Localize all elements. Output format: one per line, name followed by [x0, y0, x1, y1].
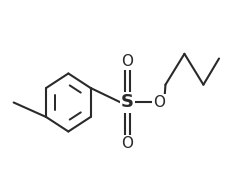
Text: O: O — [152, 95, 164, 110]
Text: S: S — [120, 93, 133, 112]
Text: O: O — [121, 54, 133, 69]
Text: O: O — [121, 136, 133, 151]
